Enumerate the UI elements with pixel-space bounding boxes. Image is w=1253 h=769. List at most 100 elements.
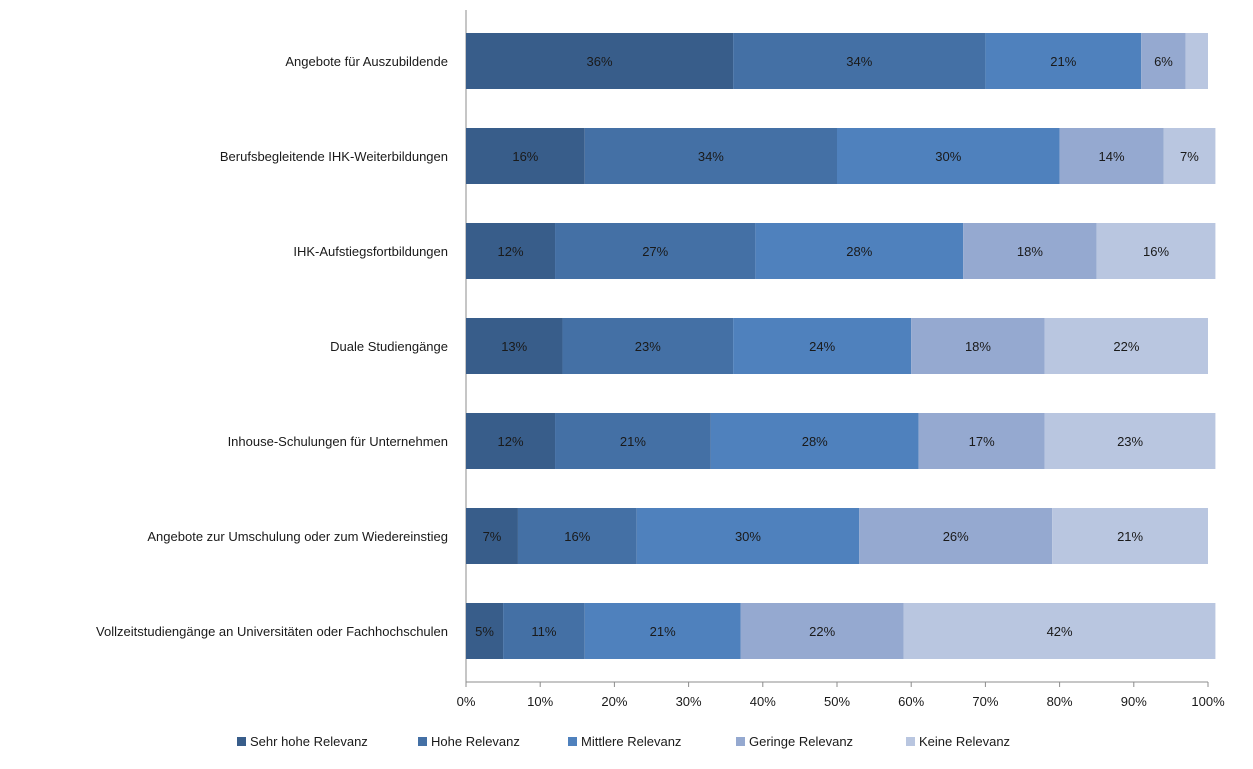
bar-value-label: 18% — [1017, 244, 1043, 259]
bar-segment — [733, 318, 912, 374]
bar-segment — [466, 318, 563, 374]
bar-segment — [1185, 33, 1208, 89]
bar-segment — [636, 508, 860, 564]
legend-swatch — [906, 737, 915, 746]
bar-value-label: 18% — [965, 339, 991, 354]
bar-segment — [918, 413, 1045, 469]
category-label: Angebote für Auszubildende — [285, 54, 448, 69]
category-label: IHK-Aufstiegsfortbildungen — [293, 244, 448, 259]
bar-value-label: 30% — [935, 149, 961, 164]
category-label: Berufsbegleitende IHK-Weiterbildungen — [220, 149, 448, 164]
bar-segment — [466, 508, 518, 564]
legend-swatch — [736, 737, 745, 746]
bar-segment — [584, 128, 837, 184]
legend-label: Keine Relevanz — [919, 734, 1010, 749]
bar-segment — [1044, 413, 1216, 469]
bar-segment — [1163, 128, 1216, 184]
bar-segment — [466, 413, 556, 469]
x-ticks: 0% 10% 20% 30% 40% 50% 60% 70% 80% 90% 100% — [457, 682, 1225, 709]
bar-segment — [1096, 223, 1216, 279]
x-tick-label: 20% — [601, 694, 627, 709]
bar-value-label: 21% — [1117, 529, 1143, 544]
bar-segment — [837, 128, 1060, 184]
bar-segment — [740, 603, 904, 659]
legend-label: Geringe Relevanz — [749, 734, 853, 749]
bar-value-label: 34% — [846, 54, 872, 69]
bar-segment — [562, 318, 734, 374]
x-tick-label: 40% — [750, 694, 776, 709]
bar-segment — [466, 223, 556, 279]
bar-segment — [503, 603, 585, 659]
legend-label: Hohe Relevanz — [431, 734, 520, 749]
bar-value-label: 11% — [531, 624, 556, 639]
bar-segment — [733, 33, 986, 89]
bar-value-label: 16% — [1143, 244, 1169, 259]
bar-value-label: 21% — [620, 434, 646, 449]
x-tick-label: 10% — [527, 694, 553, 709]
legend-label: Mittlere Relevanz — [581, 734, 681, 749]
bar-segment — [466, 33, 734, 89]
bar-value-label: 28% — [846, 244, 872, 259]
bar-value-label: 21% — [1050, 54, 1076, 69]
bar-value-label: 17% — [969, 434, 995, 449]
bar-segment — [911, 318, 1045, 374]
category-label: Angebote zur Umschulung oder zum Wiedere… — [147, 529, 448, 544]
bar-value-label: 6% — [1154, 54, 1173, 69]
bar-value-label: 5% — [475, 624, 494, 639]
bar-segment — [903, 603, 1216, 659]
bars: 36% 34% 21% 6% 16% 34% 30% 14% 7% 12% 27% 28% 18% 16%… — [466, 33, 1216, 659]
bar-value-label: 7% — [483, 529, 502, 544]
legend-swatch — [418, 737, 427, 746]
x-tick-label: 100% — [1191, 694, 1225, 709]
category-label: Vollzeitstudiengänge an Universitäten od… — [96, 624, 448, 639]
x-tick-label: 90% — [1121, 694, 1147, 709]
bar-value-label: 16% — [512, 149, 538, 164]
bar-value-label: 42% — [1047, 624, 1073, 639]
bar-value-label: 26% — [943, 529, 969, 544]
x-tick-label: 80% — [1047, 694, 1073, 709]
bar-value-label: 27% — [642, 244, 668, 259]
bar-value-label: 24% — [809, 339, 835, 354]
bar-value-label: 12% — [498, 244, 524, 259]
category-label: Inhouse-Schulungen für Unternehmen — [228, 434, 448, 449]
x-tick-label: 60% — [898, 694, 924, 709]
bar-segment — [985, 33, 1142, 89]
legend: Sehr hohe Relevanz Hohe Relevanz Mittlere … — [237, 734, 1010, 749]
bar-segment — [517, 508, 637, 564]
bar-segment — [466, 603, 504, 659]
legend-label: Sehr hohe Relevanz — [250, 734, 368, 749]
bar-segment — [1059, 128, 1164, 184]
bar-segment — [710, 413, 919, 469]
bar-segment — [963, 223, 1097, 279]
bar-value-label: 12% — [498, 434, 524, 449]
bar-value-label: 28% — [802, 434, 828, 449]
bar-value-label: 23% — [1117, 434, 1143, 449]
bar-value-label: 16% — [564, 529, 590, 544]
bar-value-label: 36% — [587, 54, 613, 69]
bar-segment — [755, 223, 964, 279]
bar-segment — [555, 223, 756, 279]
category-label: Duale Studiengänge — [330, 339, 448, 354]
bar-value-label: 13% — [501, 339, 527, 354]
bar-value-label: 22% — [1113, 339, 1139, 354]
bar-segment — [466, 128, 585, 184]
bar-value-label: 21% — [650, 624, 676, 639]
bar-value-label: 7% — [1180, 149, 1199, 164]
x-tick-label: 30% — [676, 694, 702, 709]
x-tick-label: 50% — [824, 694, 850, 709]
legend-swatch — [568, 737, 577, 746]
x-tick-label: 0% — [457, 694, 476, 709]
bar-segment — [1052, 508, 1208, 564]
bar-segment — [584, 603, 741, 659]
bar-value-label: 23% — [635, 339, 661, 354]
legend-swatch — [237, 737, 246, 746]
bar-segment — [1141, 33, 1186, 89]
bar-value-label: 34% — [698, 149, 724, 164]
bar-segment — [1044, 318, 1208, 374]
bar-value-label: 14% — [1099, 149, 1125, 164]
bar-value-label: 30% — [735, 529, 761, 544]
x-tick-label: 70% — [972, 694, 998, 709]
bar-value-label: 22% — [809, 624, 835, 639]
